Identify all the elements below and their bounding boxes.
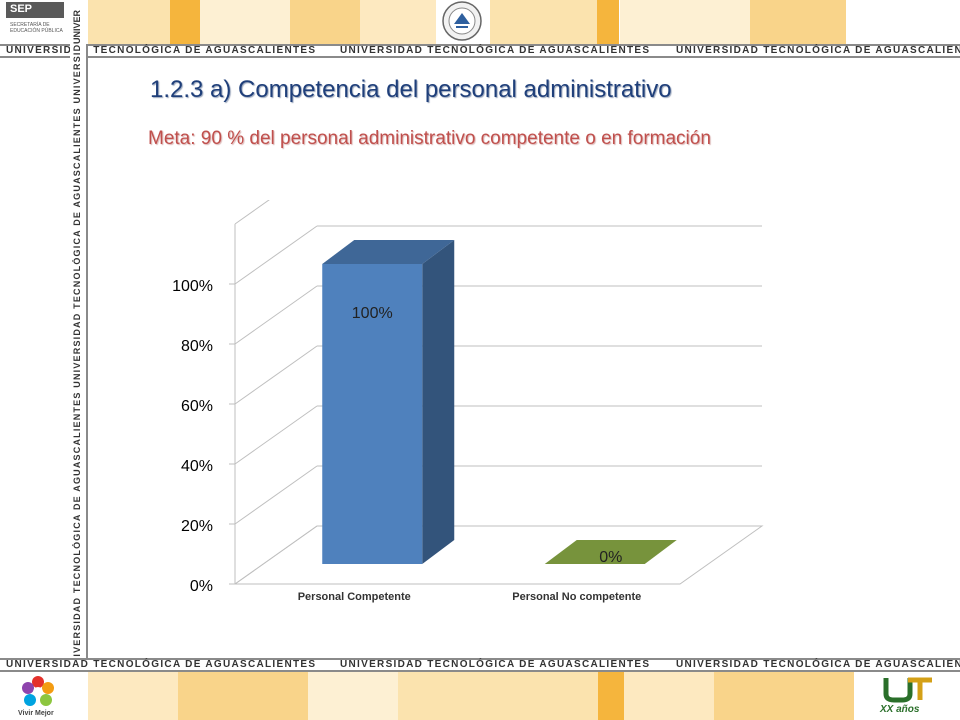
flower-logo-icon: [22, 676, 54, 706]
footer-tile: [624, 672, 714, 720]
sep-logo: SEP SECRETARÍA DE EDUCACIÓN PÚBLICA: [0, 0, 70, 44]
footer-tile: [178, 672, 308, 720]
strip-text: UNIVERSIDAD TECNOLÓGICA DE AGUASCALIENTE…: [6, 659, 317, 670]
sep-logo-text: SEP: [10, 3, 33, 15]
ut-anniversary-logo: XX años: [872, 674, 944, 718]
header-tile: [360, 0, 436, 44]
bar-chart: 0% 20% 40% 60% 80% 100% 100% Personal Competent…: [172, 200, 764, 603]
vivir-mejor-caption: Vivir Mejor: [18, 710, 54, 717]
data-label: 0%: [599, 549, 622, 566]
gridline-side: [234, 345, 318, 405]
data-label: 100%: [352, 305, 393, 322]
footer-tile: [88, 672, 178, 720]
x-category-label: Personal No competente: [512, 591, 641, 603]
header-tile: [290, 0, 360, 44]
gridline-side: [234, 405, 318, 465]
header-tile: [597, 0, 619, 44]
footer-tile: [308, 672, 398, 720]
corner-vertical-text: UNIVER: [72, 9, 82, 44]
anniversary-caption: XX años: [880, 704, 920, 715]
x-category-label: Personal Competente: [298, 591, 411, 603]
footer-tile: [398, 672, 598, 720]
y-tick-label: 20%: [181, 518, 213, 535]
bar-side: [422, 240, 455, 564]
strip-text: UNIVERSIDAD TECNOLÓGICA DE AGUASCALIENTE…: [676, 659, 960, 670]
header-tile: [620, 0, 750, 44]
gridline-side: [234, 200, 270, 225]
strip-text: UNIVERSIDAD TECNOLÓGICA DE AGUASCALIENTE…: [6, 45, 317, 56]
vertical-university-strip: UNIVERSIDAD TECNOLÓGICA DE AGUASCALIENTE…: [70, 44, 88, 672]
vivir-mejor-logo: Vivir Mejor: [14, 674, 62, 718]
bar-top: [544, 540, 677, 564]
top-university-strip: UNIVERSIDAD TECNOLÓGICA DE AGUASCALIENTE…: [0, 44, 960, 58]
gridline-side: [234, 285, 318, 345]
strip-text: UNIVERSIDAD TECNOLÓGICA DE AGUASCALIENTE…: [340, 659, 651, 670]
bar: [322, 264, 423, 564]
sep-logo-subtitle: SECRETARÍA DE EDUCACIÓN PÚBLICA: [10, 22, 63, 34]
slide-subtitle: Meta: 90 % del personal administrativo c…: [148, 128, 711, 149]
strip-text: UNIVERSIDAD TECNOLÓGICA DE AGUASCALIENTE…: [340, 45, 651, 56]
header-tile: [490, 0, 600, 44]
y-tick-label: 80%: [181, 338, 213, 355]
y-tick-label: 60%: [181, 398, 213, 415]
vertical-strip-text: UNIVERSIDAD TECNOLÓGICA DE AGUASCALIENTE…: [72, 44, 82, 672]
header-band: [0, 0, 960, 44]
header-tile: [88, 0, 178, 44]
header-tile: [200, 0, 290, 44]
header-tile: [170, 0, 200, 44]
strip-text: UNIVERSIDAD TECNOLÓGICA DE AGUASCALIENTE…: [676, 45, 960, 56]
y-tick-label: 0%: [190, 578, 213, 595]
bottom-university-strip: UNIVERSIDAD TECNOLÓGICA DE AGUASCALIENTE…: [0, 658, 960, 672]
footer-band: [0, 672, 960, 720]
footer-tile: [598, 672, 624, 720]
slide-title: 1.2.3 a) Competencia del personal admini…: [150, 76, 672, 103]
gridline-side: [234, 225, 318, 285]
y-tick-label: 40%: [181, 458, 213, 475]
chart-floor: [233, 525, 764, 585]
y-tick-label: 100%: [172, 278, 213, 295]
header-tile: [750, 0, 846, 44]
university-crest-icon: [442, 1, 482, 41]
gridline-side: [234, 465, 318, 525]
ut-logo-icon: [883, 677, 932, 703]
footer-tile: [714, 672, 854, 720]
bar-top: [322, 240, 455, 264]
